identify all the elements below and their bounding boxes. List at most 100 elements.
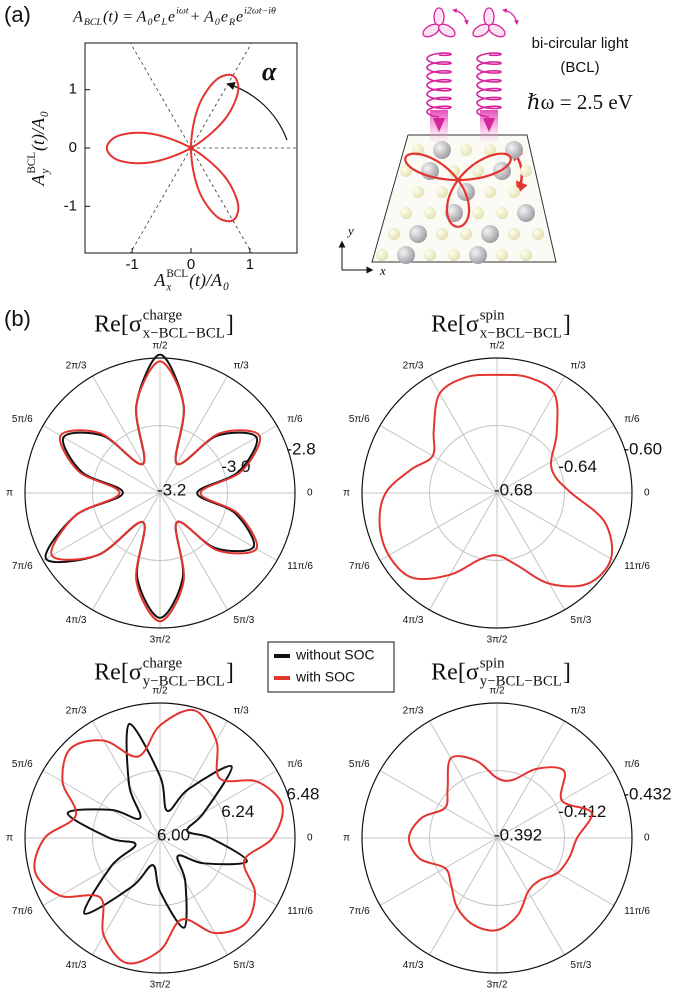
angle-label: 0 [644, 833, 650, 844]
atom [532, 228, 544, 240]
angle-label: π/6 [287, 759, 303, 770]
chart-title-part: ] [226, 312, 234, 338]
chart-title-part: ] [563, 312, 571, 338]
angle-label: 11π/6 [287, 906, 313, 917]
y-axis-label-part: y [40, 169, 52, 175]
legend-label: without SOC [295, 647, 375, 663]
atom [469, 246, 487, 264]
atom [508, 186, 520, 198]
annotation: α [262, 57, 277, 86]
chart-title-part: 0 [147, 17, 152, 28]
light-label: bi-circular light [532, 35, 630, 52]
atom [484, 186, 496, 198]
axis-label: y [346, 223, 354, 238]
chart-title-part: ] [563, 660, 571, 686]
series-line [46, 355, 258, 618]
r-tick-label: -0.60 [623, 440, 662, 459]
chart-title-part: Re[σ [431, 660, 479, 686]
chart-title-part: (t) = A [103, 9, 147, 26]
atom [496, 249, 508, 261]
atom [409, 225, 427, 243]
angle-label: 2π/3 [66, 705, 87, 716]
y-axis-label-part: A [28, 174, 48, 187]
angle-label: π/3 [570, 360, 586, 371]
angle-label: 4π/3 [66, 615, 87, 626]
chart-title: Re[σchargey−BCL−BCL] [94, 655, 234, 689]
angle-label: 0 [307, 488, 313, 499]
angle-label: 3π/2 [150, 980, 171, 991]
angle-arrow [228, 84, 287, 140]
angle-label: 5π/6 [349, 414, 370, 425]
angle-label: 11π/6 [624, 561, 650, 572]
chart-title-part: charge [143, 655, 183, 671]
field-curve [107, 75, 239, 221]
atom [436, 228, 448, 240]
chart-title-part: Re[σ [94, 660, 142, 686]
r-tick-label: 6.00 [157, 825, 190, 844]
clover-arrow [503, 10, 517, 24]
atom [424, 207, 436, 219]
energy-label: ℏω = 2.5 eV [527, 90, 633, 114]
atom [436, 186, 448, 198]
atom [481, 225, 499, 243]
angle-label: 3π/2 [487, 980, 508, 991]
y-axis-label-part: BCL [26, 152, 38, 174]
angle-label: 11π/6 [287, 561, 313, 572]
chart-title-part: spin [480, 307, 505, 323]
clover-arrow [453, 10, 467, 24]
angle-label: 7π/6 [12, 906, 33, 917]
atom [505, 141, 523, 159]
chart-title-part: 0 [215, 17, 220, 28]
atom [400, 207, 412, 219]
angle-label: 11π/6 [624, 906, 650, 917]
x-axis-label: ABCLx(t)/A0 [153, 268, 229, 294]
r-tick-label: -0.64 [558, 457, 597, 476]
angle-label: 4π/3 [403, 960, 424, 971]
angle-label: π/6 [624, 414, 640, 425]
legend: without SOC with SOC [268, 642, 394, 692]
chart-title-part: e [153, 9, 160, 26]
chart-title-part: + A [190, 9, 215, 26]
r-tick-label: -0.432 [623, 785, 671, 804]
x-tick-label: -1 [125, 256, 138, 273]
angle-label: 2π/3 [66, 360, 87, 371]
y-axis-label-part: 0 [39, 111, 51, 117]
r-tick-label: 6.24 [221, 802, 254, 821]
chart-title-part: x−BCL−BCL [480, 326, 562, 342]
atom [412, 186, 424, 198]
legend-label: with SOC [295, 669, 355, 685]
atom [520, 249, 532, 261]
angle-label: 0 [644, 488, 650, 499]
chart-title-part: spin [480, 655, 505, 671]
angle-label: π [343, 833, 350, 844]
r-tick-label: -2.8 [286, 440, 315, 459]
angle-label: 2π/3 [403, 705, 424, 716]
chart-title-part: iωt [176, 6, 189, 17]
series-line [51, 361, 260, 621]
y-tick-label: -1 [64, 197, 77, 214]
angle-label: 5π/6 [12, 759, 33, 770]
atom [397, 246, 415, 264]
angle-label: π [343, 488, 350, 499]
x-tick-label: 1 [246, 256, 254, 273]
angle-label: 5π/6 [349, 759, 370, 770]
angle-label: π/6 [624, 759, 640, 770]
chart-title-part: ] [226, 660, 234, 686]
x-axis-label-part: A [153, 270, 166, 290]
angle-label: 7π/6 [349, 561, 370, 572]
light-coil [477, 53, 501, 117]
atom [460, 228, 472, 240]
chart-title-part: e [168, 9, 175, 26]
atom [517, 204, 535, 222]
chart-title-part: BCL [84, 17, 103, 28]
x-axis-label-part: 0 [223, 281, 229, 293]
angle-label: 5π/6 [12, 414, 33, 425]
atom [460, 144, 472, 156]
angle-label: π/3 [233, 705, 249, 716]
y-axis-label-part: (t)/A [28, 117, 49, 151]
chart-title-part: R [228, 17, 235, 28]
schematic: bi-circular light (BCL) ℏω = 2.5 eV x y [342, 8, 633, 278]
r-tick-label: 6.48 [286, 785, 319, 804]
